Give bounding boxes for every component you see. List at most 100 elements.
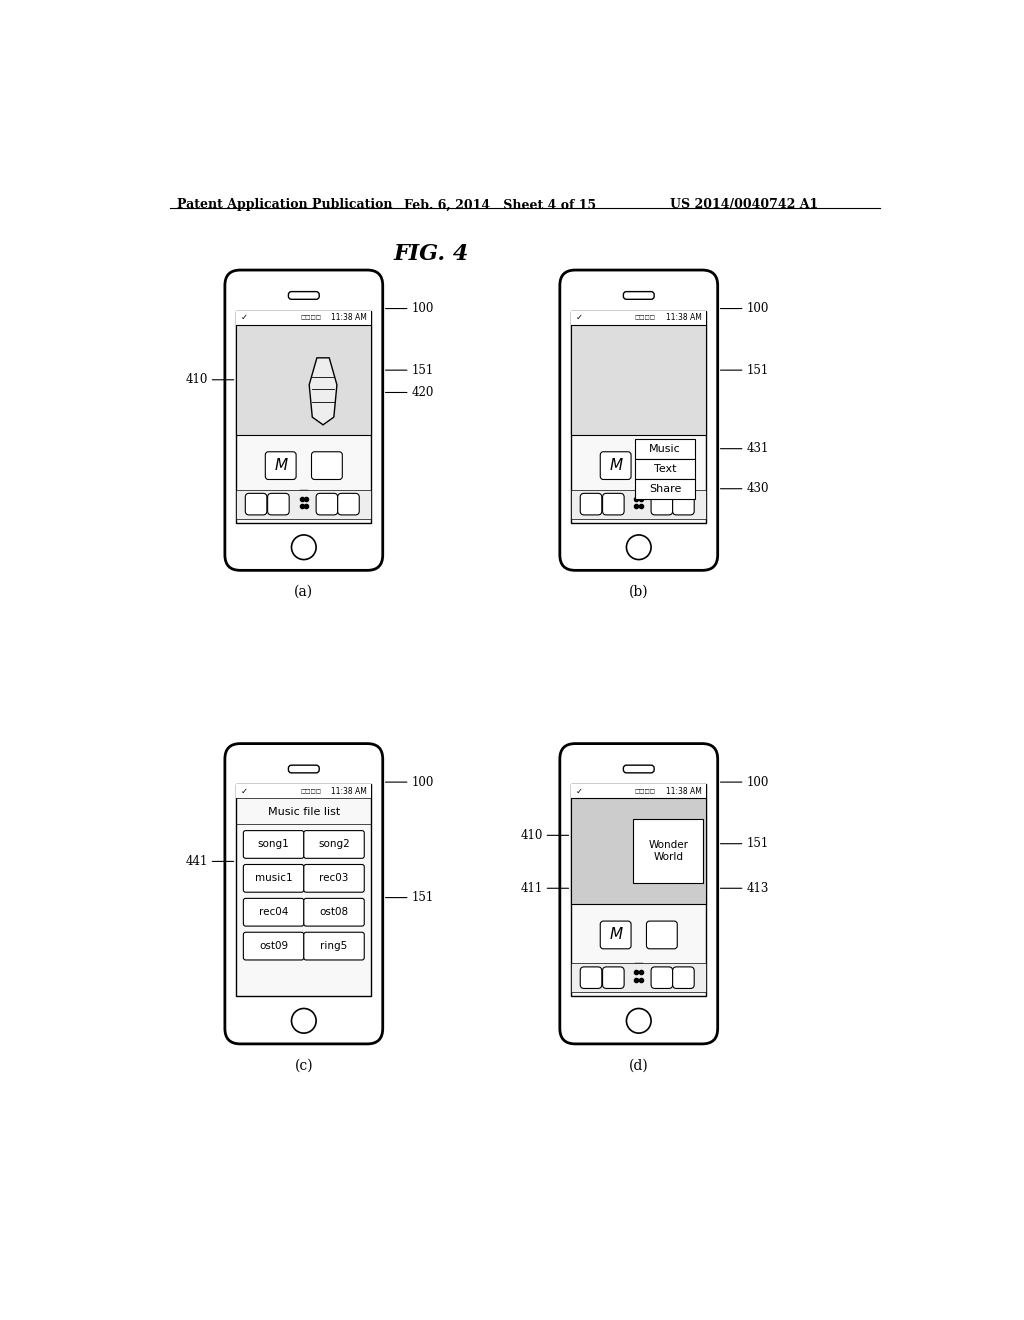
Text: Wonder
World: Wonder World [648,841,688,862]
FancyBboxPatch shape [651,966,673,989]
FancyBboxPatch shape [571,784,707,997]
FancyBboxPatch shape [602,494,625,515]
FancyBboxPatch shape [646,921,677,949]
Circle shape [627,535,651,560]
FancyBboxPatch shape [316,494,338,515]
Text: □□□□: □□□□ [300,789,322,793]
Polygon shape [309,358,337,425]
Text: song2: song2 [318,840,350,850]
Text: ost08: ost08 [319,907,348,917]
FancyBboxPatch shape [304,899,365,927]
Text: 100: 100 [412,302,433,315]
Circle shape [292,1008,316,1034]
FancyBboxPatch shape [225,743,383,1044]
FancyBboxPatch shape [338,494,359,515]
Text: 151: 151 [412,891,433,904]
Text: 11:38 AM: 11:38 AM [332,313,368,322]
Text: (b): (b) [629,585,648,599]
Bar [237,325,371,434]
FancyBboxPatch shape [624,766,654,774]
Bar [571,964,707,993]
Text: Share: Share [649,483,681,494]
Text: 410: 410 [185,374,208,387]
Text: (a): (a) [294,585,313,599]
Text: song1: song1 [258,840,290,850]
Text: 100: 100 [412,776,433,788]
Text: 151: 151 [746,363,768,376]
FancyBboxPatch shape [600,451,631,479]
Text: 431: 431 [746,442,769,455]
FancyBboxPatch shape [651,494,673,515]
Text: □□□□: □□□□ [300,315,322,321]
Text: FIG. 4: FIG. 4 [393,243,469,265]
Text: ✓: ✓ [241,787,248,796]
Text: M: M [274,458,288,473]
FancyBboxPatch shape [560,271,718,570]
Text: Patent Application Publication: Patent Application Publication [177,198,392,211]
Text: US 2014/0040742 A1: US 2014/0040742 A1 [670,198,818,211]
Bar [635,438,695,459]
Text: □□□□: □□□□ [635,315,656,321]
FancyBboxPatch shape [289,292,319,300]
Text: □□□□: □□□□ [635,789,656,793]
Text: (d): (d) [629,1059,648,1072]
FancyBboxPatch shape [267,494,289,515]
Text: 11:38 AM: 11:38 AM [667,313,702,322]
FancyBboxPatch shape [581,494,602,515]
Text: Text: Text [653,463,676,474]
FancyBboxPatch shape [244,932,304,960]
Bar [237,784,371,799]
Bar [635,459,695,479]
FancyBboxPatch shape [237,784,371,997]
Text: 11:38 AM: 11:38 AM [332,787,368,796]
Bar [634,820,703,883]
Bar [571,784,707,799]
FancyBboxPatch shape [304,865,365,892]
Text: 100: 100 [746,776,769,788]
FancyBboxPatch shape [225,271,383,570]
Bar [571,490,707,519]
Text: ✓: ✓ [577,787,583,796]
Text: rec03: rec03 [319,874,349,883]
FancyBboxPatch shape [624,292,654,300]
Text: 441: 441 [185,855,208,869]
Text: Feb. 6, 2014   Sheet 4 of 15: Feb. 6, 2014 Sheet 4 of 15 [403,198,596,211]
FancyBboxPatch shape [304,932,365,960]
FancyBboxPatch shape [244,899,304,927]
FancyBboxPatch shape [311,451,342,479]
Bar [571,325,707,434]
Text: 151: 151 [746,837,768,850]
FancyBboxPatch shape [237,312,371,523]
Text: (c): (c) [295,1059,313,1072]
Text: 151: 151 [412,363,433,376]
Text: ost09: ost09 [259,941,288,952]
FancyBboxPatch shape [571,312,707,523]
FancyBboxPatch shape [244,865,304,892]
Text: 11:38 AM: 11:38 AM [667,787,702,796]
Text: 430: 430 [746,482,769,495]
FancyBboxPatch shape [246,494,267,515]
FancyBboxPatch shape [265,451,296,479]
Bar [571,312,707,325]
FancyBboxPatch shape [673,966,694,989]
Text: ✓: ✓ [577,313,583,322]
Text: ✓: ✓ [241,313,248,322]
FancyBboxPatch shape [244,830,304,858]
FancyBboxPatch shape [304,830,365,858]
Text: rec04: rec04 [259,907,289,917]
Circle shape [292,535,316,560]
FancyBboxPatch shape [581,966,602,989]
Bar [237,312,371,325]
Bar [635,479,695,499]
FancyBboxPatch shape [289,766,319,774]
Text: 410: 410 [520,829,543,842]
Text: ring5: ring5 [321,941,348,952]
Text: M: M [609,458,623,473]
FancyBboxPatch shape [602,966,625,989]
Text: music1: music1 [255,874,293,883]
Bar [571,799,707,904]
Text: Music: Music [649,444,681,454]
Text: M: M [609,928,623,942]
FancyBboxPatch shape [560,743,718,1044]
Text: 411: 411 [520,882,543,895]
